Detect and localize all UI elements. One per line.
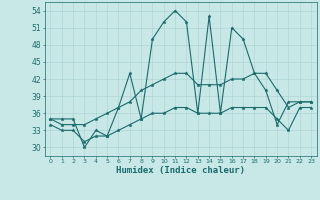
X-axis label: Humidex (Indice chaleur): Humidex (Indice chaleur) — [116, 166, 245, 175]
